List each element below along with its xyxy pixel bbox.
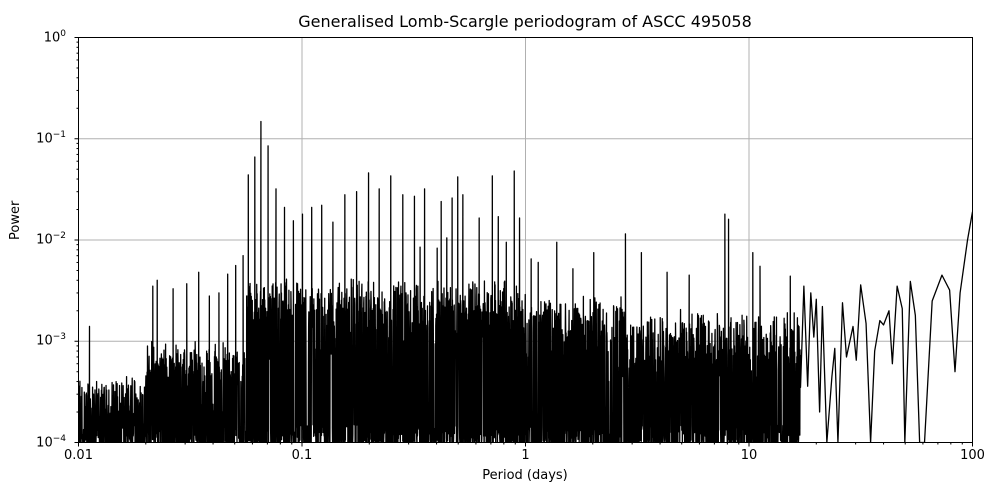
y-tick-label: 10−2 bbox=[36, 231, 66, 248]
y-tick-label: 10−4 bbox=[36, 433, 66, 450]
x-tick-label: 100 bbox=[960, 448, 985, 463]
x-axis-label: Period (days) bbox=[482, 468, 568, 483]
y-tick-label: 100 bbox=[43, 28, 66, 45]
x-tick-label: 0.01 bbox=[64, 448, 93, 463]
y-axis-label: Power bbox=[8, 200, 23, 240]
chart-title: Generalised Lomb-Scargle periodogram of … bbox=[298, 12, 752, 31]
x-tick-label: 10 bbox=[740, 448, 758, 463]
x-tick-label: 0.1 bbox=[291, 448, 313, 463]
axis-ticks bbox=[74, 37, 973, 447]
y-tick-label: 10−3 bbox=[36, 332, 66, 349]
x-tick-label: 1 bbox=[521, 448, 530, 463]
y-tick-label: 10−1 bbox=[36, 129, 66, 147]
power-series bbox=[78, 120, 973, 443]
